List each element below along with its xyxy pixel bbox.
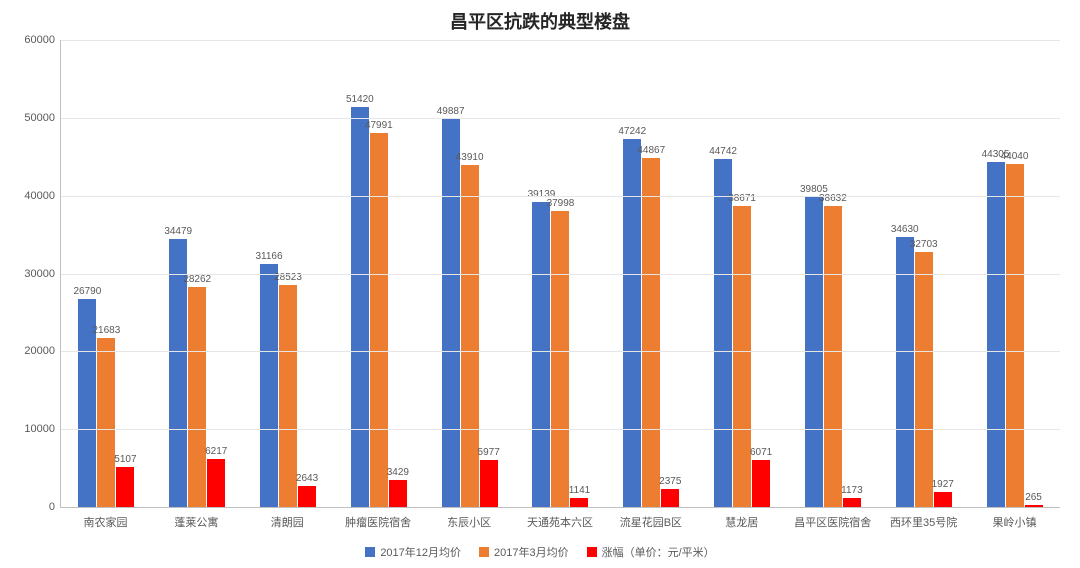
bar-value-label: 26790 (74, 286, 102, 297)
bar: 31166 (260, 264, 278, 507)
bar: 265 (1025, 505, 1043, 507)
legend-item: 2017年3月均价 (479, 544, 569, 560)
plot-area: 2679021683510734479282626217311662852326… (60, 40, 1060, 508)
bar: 43910 (461, 165, 479, 507)
x-axis-label: 南农家园 (60, 514, 151, 530)
chart-container: 昌平区抗跌的典型楼盘 26790216835107344792826262173… (0, 0, 1080, 568)
bar: 2643 (298, 486, 316, 507)
y-tick-label: 60000 (24, 34, 61, 46)
x-axis-label: 东辰小区 (424, 514, 515, 530)
bar-value-label: 47991 (365, 120, 393, 131)
bar-value-label: 34630 (891, 224, 919, 235)
bar-value-label: 37998 (547, 198, 575, 209)
bar: 49887 (442, 119, 460, 507)
bar-value-label: 21683 (93, 325, 121, 336)
x-axis-label: 慧龙居 (696, 514, 787, 530)
bar: 39139 (532, 202, 550, 507)
bar: 28262 (188, 287, 206, 507)
x-axis-label: 蓬莱公寓 (151, 514, 242, 530)
bar-value-label: 1927 (932, 479, 954, 490)
bar-value-label: 5977 (478, 447, 500, 458)
bar-value-label: 44742 (709, 146, 737, 157)
legend: 2017年12月均价 2017年3月均价 涨幅（单价：元/平米） (0, 544, 1080, 560)
y-tick-label: 50000 (24, 112, 61, 124)
bar-value-label: 44867 (637, 145, 665, 156)
bar-value-label: 1173 (841, 485, 863, 496)
grid-line (61, 274, 1060, 275)
legend-label: 2017年12月均价 (380, 544, 461, 560)
bar-value-label: 265 (1025, 492, 1042, 503)
bar: 6071 (752, 460, 770, 507)
legend-item: 2017年12月均价 (365, 544, 461, 560)
y-tick-label: 20000 (24, 345, 61, 357)
legend-swatch (587, 547, 597, 557)
legend-swatch (365, 547, 375, 557)
bar-value-label: 1141 (569, 485, 591, 496)
bar: 44742 (714, 159, 732, 507)
x-axis-label: 天通苑本六区 (515, 514, 606, 530)
y-tick-label: 10000 (24, 423, 61, 435)
bar: 37998 (551, 211, 569, 507)
grid-line (61, 40, 1060, 41)
bar: 47991 (370, 133, 388, 507)
bar: 6217 (207, 459, 225, 507)
bar-value-label: 2375 (659, 476, 681, 487)
bar: 44040 (1006, 164, 1024, 507)
bar: 21683 (97, 338, 115, 507)
legend-label: 涨幅（单价：元/平米） (602, 544, 715, 560)
bar: 1173 (843, 498, 861, 507)
bar-value-label: 34479 (164, 226, 192, 237)
bar: 44305 (987, 162, 1005, 507)
legend-item: 涨幅（单价：元/平米） (587, 544, 715, 560)
x-axis-label: 流星花园B区 (605, 514, 696, 530)
y-tick-label: 30000 (24, 268, 61, 280)
legend-swatch (479, 547, 489, 557)
bar: 32703 (915, 252, 933, 507)
bar: 44867 (642, 158, 660, 507)
y-tick-label: 0 (49, 501, 61, 513)
x-axis-label: 果岭小镇 (969, 514, 1060, 530)
grid-line (61, 118, 1060, 119)
bar-value-label: 32703 (910, 239, 938, 250)
bar: 3429 (389, 480, 407, 507)
bar-value-label: 3429 (387, 467, 409, 478)
bar: 47242 (623, 139, 641, 507)
bar-value-label: 28262 (183, 274, 211, 285)
bar: 5977 (480, 460, 498, 507)
bar: 28523 (279, 285, 297, 507)
x-axis-label: 清朗园 (242, 514, 333, 530)
bar-value-label: 6071 (750, 447, 772, 458)
bar-value-label: 43910 (456, 152, 484, 163)
grid-line (61, 196, 1060, 197)
x-axis-label: 昌平区医院宿舍 (787, 514, 878, 530)
x-axis-label: 西环里35号院 (878, 514, 969, 530)
x-axis-labels: 南农家园蓬莱公寓清朗园肿瘤医院宿舍东辰小区天通苑本六区流星花园B区慧龙居昌平区医… (60, 514, 1060, 530)
bar-value-label: 2643 (296, 473, 318, 484)
bar-value-label: 47242 (618, 126, 646, 137)
chart-title: 昌平区抗跌的典型楼盘 (0, 0, 1080, 34)
bar: 5107 (116, 467, 134, 507)
bar: 38632 (824, 206, 842, 507)
grid-line (61, 351, 1060, 352)
bar: 1141 (570, 498, 588, 507)
bar: 1927 (934, 492, 952, 507)
bar-value-label: 38671 (728, 193, 756, 204)
legend-label: 2017年3月均价 (494, 544, 569, 560)
bar-value-label: 49887 (437, 106, 465, 117)
grid-line (61, 429, 1060, 430)
bar: 34630 (896, 237, 914, 507)
bar: 51420 (351, 107, 369, 507)
bar-value-label: 6217 (205, 446, 227, 457)
y-tick-label: 40000 (24, 190, 61, 202)
bar-value-label: 31166 (255, 251, 282, 262)
bar: 38671 (733, 206, 751, 507)
bar-value-label: 51420 (346, 94, 374, 105)
bar: 2375 (661, 489, 679, 507)
bar-value-label: 5107 (114, 454, 136, 465)
x-axis-label: 肿瘤医院宿舍 (333, 514, 424, 530)
bar-value-label: 44040 (1001, 151, 1029, 162)
